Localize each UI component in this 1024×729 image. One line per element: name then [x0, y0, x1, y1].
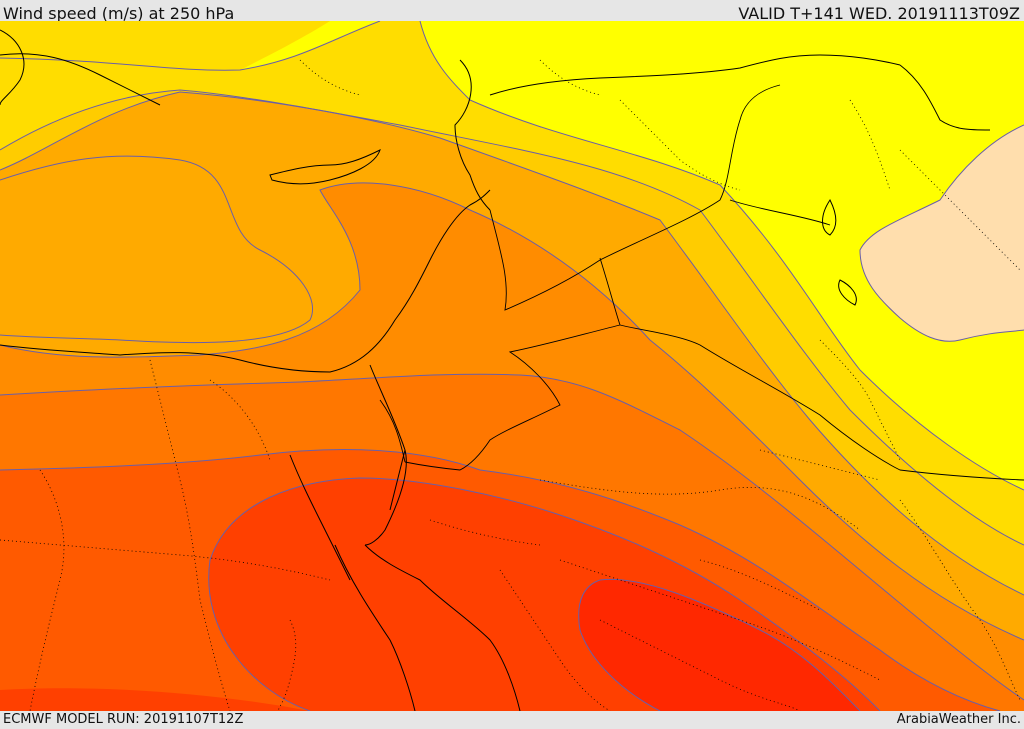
- weakest-blob: [860, 125, 1024, 342]
- valid-time: VALID T+141 WED. 20191113T09Z: [738, 4, 1020, 23]
- coastlines: [0, 29, 991, 711]
- credit: ArabiaWeather Inc.: [896, 712, 1021, 727]
- model-run: ECMWF MODEL RUN: 20191107T12Z: [3, 712, 244, 727]
- wind-speed-map: [0, 21, 1024, 711]
- strongest-core: [578, 579, 860, 711]
- footer-bar: ECMWF MODEL RUN: 20191107T12Z ArabiaWeat…: [0, 711, 1024, 729]
- map-canvas: [0, 21, 1024, 711]
- contour-lines: [0, 21, 1024, 711]
- band-2-fill: [0, 21, 330, 71]
- map-title: Wind speed (m/s) at 250 hPa: [3, 4, 235, 23]
- country-borders: [379, 84, 1024, 481]
- band-8-left: [0, 688, 310, 711]
- dotted-boundaries: [0, 59, 1021, 711]
- header-bar: Wind speed (m/s) at 250 hPa VALID T+141 …: [0, 0, 1024, 23]
